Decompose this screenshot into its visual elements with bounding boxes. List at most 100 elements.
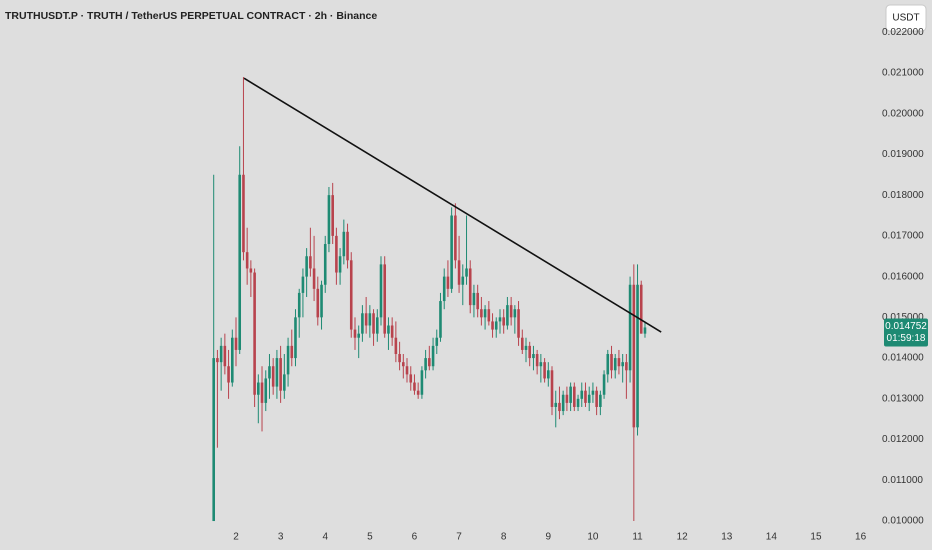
candle-body [539,362,543,367]
x-tick-label: 14 [766,532,778,543]
candle-body [628,284,632,371]
candle-body [535,354,539,367]
candle-body [331,195,334,236]
chart-title: TRUTHUSDT.P · TRUTH / TetherUS PERPETUAL… [5,10,377,22]
candle-body [379,264,383,318]
x-tick-label: 13 [721,532,733,543]
x-tick-label: 6 [412,532,418,543]
candle-body [569,386,572,403]
candle-body [413,382,416,391]
candle-body [283,374,286,391]
candle-body [268,366,271,379]
candle-body [387,325,390,334]
candle-body [219,345,223,363]
candle-body [468,268,472,306]
candle-body [483,309,487,318]
candle-body [305,256,308,277]
candle-body [242,174,245,253]
candle-body [253,272,256,395]
candle-body [494,321,498,330]
y-tick-label: 0.021000 [882,68,924,79]
candle-body [398,354,401,363]
candle-body [297,292,301,318]
candle-body [480,309,483,318]
candle-body [632,284,636,428]
candle-body [506,305,509,326]
candle-body [271,366,275,387]
candle-body [457,260,461,285]
candle-body [595,390,598,407]
x-tick-label: 7 [456,532,462,543]
x-tick-label: 2 [233,532,239,543]
candle-body [372,313,375,334]
candle-body [335,235,338,273]
candle-body [450,215,453,289]
candle-body [275,358,279,387]
candle-body [290,345,294,359]
y-tick-label: 0.010000 [882,516,924,527]
x-tick-label: 11 [632,532,643,543]
candle-body [584,390,587,403]
y-tick-label: 0.012000 [882,434,924,445]
candle-body [420,370,424,395]
candle-body [547,370,550,379]
candle-body [212,358,216,522]
candle-body [316,288,320,318]
candle-body [238,174,242,350]
candle-body [245,252,249,269]
candle-body [338,256,342,273]
candle-body [454,215,457,261]
candle-body [257,382,260,395]
button-label[interactable]: USDT [892,13,919,24]
candle-body [558,402,561,412]
candle-body [554,402,558,407]
candle-body [342,231,346,257]
candle-body [621,362,624,367]
button-box[interactable] [885,4,927,32]
candle-body [353,329,357,338]
y-tick-label: 0.011000 [882,475,923,486]
candle-body [509,305,513,318]
candle-body [260,382,264,403]
y-tick-label: 0.015000 [882,312,924,323]
x-tick-label: 3 [278,532,284,543]
candle-body [424,358,427,371]
candle-body [528,345,531,359]
candle-body [216,358,219,363]
candle-body [487,309,491,322]
candle-body [625,362,628,371]
candle-body [346,231,349,261]
candle-body [394,337,398,355]
y-tick-label: 0.013000 [882,393,924,404]
candle-body [223,345,227,367]
x-tick-label: 16 [855,532,867,543]
candle-body [561,394,565,412]
candle-body [580,390,584,399]
x-tick-label: 12 [677,532,689,543]
candle-body [610,354,613,371]
candle-body [465,268,468,277]
candle-body [349,260,353,330]
candle-body [383,264,387,334]
candle-body [446,276,450,289]
candle-body [327,195,331,245]
candle-body [231,337,234,383]
candle-body [513,309,517,318]
x-tick-label: 8 [501,532,507,543]
candle-body [442,276,446,302]
candle-body [550,370,554,407]
candle-body [520,337,524,350]
x-tick-label: 10 [587,532,599,543]
last-price-box [884,318,928,347]
y-tick-label: 0.017000 [882,231,924,242]
currency-button[interactable]: USDT [885,4,927,32]
trend-line [243,77,662,333]
candle-body [416,390,420,395]
candle-body [286,345,290,375]
candle-body [524,345,528,350]
candle-body [565,394,569,403]
candle-body [264,378,268,403]
candle-body [312,268,316,289]
